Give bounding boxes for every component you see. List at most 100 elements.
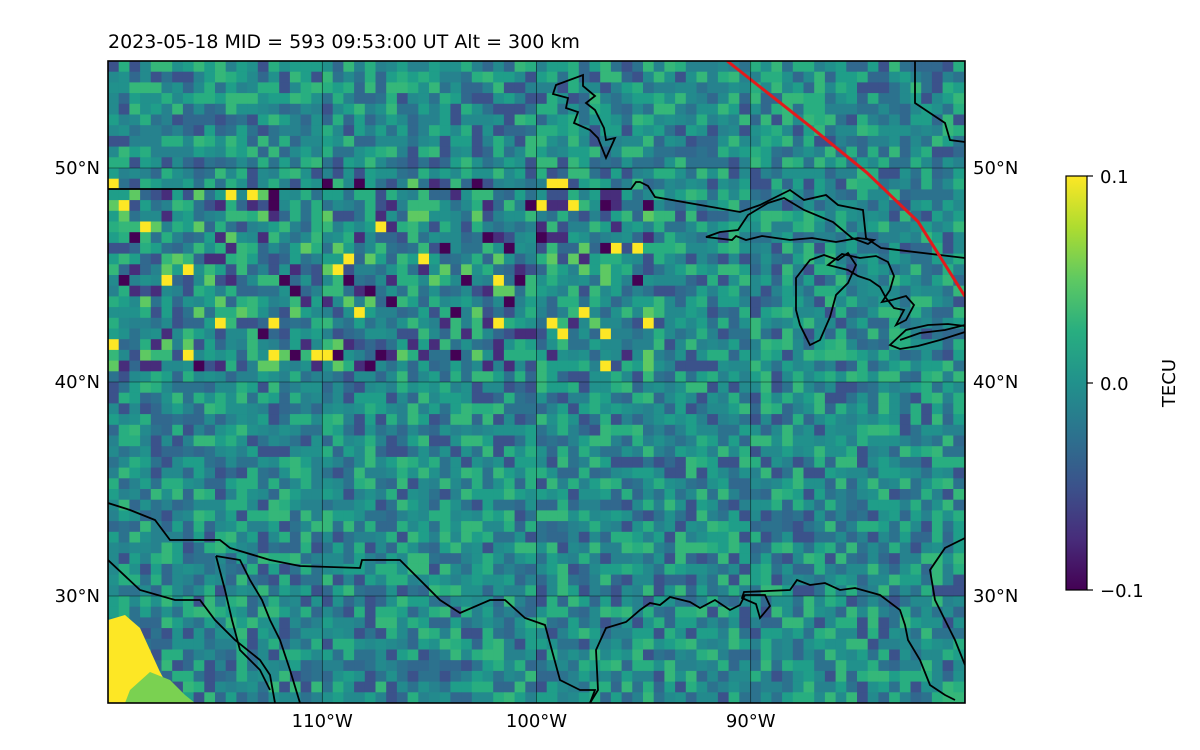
tec-cell bbox=[311, 103, 323, 115]
tec-cell bbox=[921, 157, 933, 169]
tec-cell bbox=[685, 681, 697, 693]
tec-cell bbox=[653, 392, 665, 404]
tec-cell bbox=[161, 670, 173, 682]
tec-cell bbox=[471, 563, 483, 575]
tec-cell bbox=[247, 307, 259, 319]
tec-cell bbox=[439, 692, 451, 703]
tec-cell bbox=[150, 221, 162, 233]
tec-cell bbox=[493, 296, 505, 308]
tec-cell bbox=[236, 285, 248, 297]
tec-cell bbox=[589, 168, 601, 180]
tec-cell bbox=[536, 285, 548, 297]
tec-cell bbox=[503, 446, 515, 458]
tec-cell bbox=[386, 392, 398, 404]
tec-cell bbox=[396, 574, 408, 586]
tec-cell bbox=[889, 628, 901, 640]
tec-cell bbox=[354, 125, 366, 137]
tec-cell bbox=[910, 264, 922, 276]
tec-cell bbox=[889, 307, 901, 319]
tec-cell bbox=[685, 606, 697, 618]
tec-cell bbox=[621, 232, 633, 244]
tec-cell bbox=[322, 692, 334, 703]
tec-cell bbox=[803, 328, 815, 340]
tec-cell bbox=[108, 349, 120, 361]
tec-cell bbox=[268, 125, 280, 137]
tec-cell bbox=[771, 574, 783, 586]
tec-cell bbox=[792, 349, 804, 361]
tec-cell bbox=[268, 242, 280, 254]
tec-cell bbox=[118, 210, 130, 222]
tec-cell bbox=[268, 435, 280, 447]
tec-cell bbox=[503, 596, 515, 608]
tec-cell bbox=[803, 521, 815, 533]
tec-cell bbox=[632, 692, 644, 703]
tec-cell bbox=[931, 232, 943, 244]
tec-cell bbox=[322, 189, 334, 201]
tec-cell bbox=[140, 125, 152, 137]
tec-cell bbox=[257, 414, 269, 426]
tec-cell bbox=[439, 221, 451, 233]
tec-cell bbox=[889, 382, 901, 394]
tec-cell bbox=[824, 82, 836, 94]
tec-cell bbox=[450, 221, 462, 233]
tec-cell bbox=[557, 114, 569, 126]
tec-cell bbox=[150, 606, 162, 618]
tec-cell bbox=[589, 275, 601, 287]
tec-cell bbox=[289, 542, 301, 554]
tec-cell bbox=[268, 638, 280, 650]
tec-cell bbox=[536, 435, 548, 447]
tec-cell bbox=[878, 553, 890, 565]
tec-cell bbox=[525, 339, 537, 351]
tec-cell bbox=[225, 531, 237, 543]
tec-cell bbox=[803, 606, 815, 618]
tec-cell bbox=[257, 382, 269, 394]
tec-cell bbox=[728, 467, 740, 479]
tec-cell bbox=[332, 596, 344, 608]
tec-cell bbox=[953, 232, 965, 244]
tec-cell bbox=[215, 628, 227, 640]
tec-cell bbox=[653, 660, 665, 672]
tec-cell bbox=[268, 531, 280, 543]
tec-cell bbox=[225, 125, 237, 137]
tec-cell bbox=[439, 617, 451, 629]
tec-cell bbox=[910, 435, 922, 447]
tec-cell bbox=[418, 189, 430, 201]
tec-cell bbox=[568, 317, 580, 329]
tec-cell bbox=[354, 210, 366, 222]
tec-cell bbox=[140, 521, 152, 533]
tec-cell bbox=[204, 574, 216, 586]
tec-cell bbox=[471, 93, 483, 105]
tec-cell bbox=[300, 307, 312, 319]
tec-cell bbox=[643, 596, 655, 608]
tec-cell bbox=[450, 125, 462, 137]
tec-cell bbox=[108, 521, 120, 533]
tec-cell bbox=[386, 371, 398, 383]
tec-cell bbox=[300, 71, 312, 83]
tec-cell bbox=[846, 628, 858, 640]
tec-cell bbox=[653, 221, 665, 233]
tec-cell bbox=[514, 103, 526, 115]
tec-cell bbox=[632, 360, 644, 372]
tec-cell bbox=[493, 61, 505, 73]
tec-cell bbox=[182, 200, 194, 212]
tec-cell bbox=[931, 371, 943, 383]
tec-cell bbox=[621, 317, 633, 329]
tec-cell bbox=[546, 617, 558, 629]
tec-cell bbox=[632, 563, 644, 575]
tec-cell bbox=[257, 617, 269, 629]
tec-cell bbox=[386, 242, 398, 254]
tec-cell bbox=[792, 114, 804, 126]
tec-cell bbox=[407, 478, 419, 490]
tec-cell bbox=[172, 563, 184, 575]
tec-cell bbox=[803, 146, 815, 158]
tec-cell bbox=[118, 349, 130, 361]
tec-cell bbox=[782, 232, 794, 244]
tec-cell bbox=[140, 371, 152, 383]
tec-cell bbox=[878, 692, 890, 703]
tec-cell bbox=[418, 414, 430, 426]
tec-cell bbox=[193, 371, 205, 383]
tec-cell bbox=[407, 125, 419, 137]
tec-cell bbox=[910, 71, 922, 83]
tec-cell bbox=[450, 456, 462, 468]
tec-cell bbox=[118, 135, 130, 147]
